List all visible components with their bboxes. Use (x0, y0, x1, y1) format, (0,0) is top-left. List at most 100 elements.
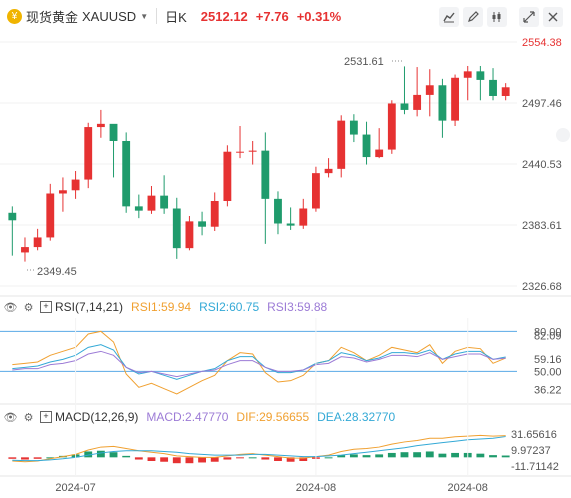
macd-histogram-bar (96, 450, 105, 458)
candle-body (274, 198, 282, 224)
candle-body (489, 79, 497, 96)
candle-body (134, 206, 143, 211)
candle-body (425, 85, 434, 95)
macd-histogram-bar (501, 455, 510, 458)
rsi2-line (12, 344, 506, 380)
collapse-icon[interactable]: + (40, 301, 52, 313)
candle-body (147, 195, 156, 211)
indicator-settings-icon[interactable] (487, 7, 507, 27)
macd-histogram-bar (476, 453, 485, 458)
macd-histogram-bar (451, 452, 459, 458)
macd-histogram-bar (223, 457, 232, 460)
macd-tick-label: -11.71142 (511, 461, 559, 473)
fullscreen-icon[interactable] (519, 7, 539, 27)
macd-histogram-bar (362, 455, 371, 458)
candle-body (185, 221, 194, 249)
candle-body (96, 123, 105, 128)
macd-histogram-bar (84, 451, 93, 458)
price-tick-label: 2326.68 (522, 281, 562, 293)
candle-body (312, 173, 320, 209)
period-selector[interactable]: 日K (165, 9, 187, 25)
candle-body (438, 85, 447, 121)
macd-histogram-bar (160, 457, 169, 462)
candle-body (324, 168, 333, 174)
candlestick-series (8, 65, 510, 262)
collapse-icon[interactable]: + (40, 411, 52, 423)
macd-tick-label: 9.97237 (511, 445, 551, 457)
candle-body (59, 190, 67, 194)
close-icon[interactable] (543, 7, 563, 27)
rsi-tick-label: 36.22 (534, 385, 562, 397)
macd-label: MACD(12,26,9) (55, 410, 139, 424)
price-tick-label: 2383.61 (522, 220, 562, 232)
chart-type-icon[interactable] (439, 7, 459, 27)
chevron-down-icon[interactable]: ▼ (140, 11, 149, 21)
candle-body (8, 212, 17, 221)
gold-coin-icon: ¥ (7, 8, 22, 24)
x-tick-label: 2024-08 (448, 482, 488, 494)
candle-body (21, 247, 29, 253)
quote-header: ¥ 现货黄金 XAUUSD ▼ 日K 2512.12 +7.76 +0.31% (0, 0, 571, 32)
candle-body (223, 151, 232, 202)
rsi-legend: 👁 ⚙ + RSI(7,14,21) RSI1:59.94 RSI2:60.75… (3, 300, 328, 314)
macd-histogram-bar (172, 457, 181, 464)
macd-histogram-bar (400, 452, 409, 458)
candle-body (109, 123, 118, 141)
macd-histogram-bar (8, 457, 17, 459)
eye-icon[interactable]: 👁 (3, 411, 18, 424)
candle-body (349, 120, 358, 135)
price-axis: 2554.38 2497.46 2440.53 2383.61 2326.68 (522, 37, 562, 293)
dif-value: DIF:29.56655 (236, 410, 310, 424)
x-tick-label: 2024-08 (296, 482, 336, 494)
candle-body (84, 127, 93, 180)
settings-icon[interactable]: ⚙ (23, 411, 34, 424)
price-change: +7.76 (255, 8, 289, 24)
candle-body (122, 140, 131, 207)
symbol-name: 现货黄金 (26, 9, 79, 25)
candle-body (261, 150, 270, 199)
macd-histogram-bar (489, 455, 497, 458)
rsi1-value: RSI1:59.94 (131, 300, 192, 314)
macd-tick-label: 31.65616 (511, 429, 557, 441)
macd-histogram-bar (122, 455, 131, 458)
rsi1-line (12, 330, 506, 395)
toolbar (435, 7, 563, 27)
rsi2-value: RSI2:60.75 (199, 300, 260, 314)
macd-histogram-bar (261, 457, 270, 460)
candle-body (248, 150, 257, 152)
settings-gear-background[interactable] (556, 128, 570, 142)
candle-body (33, 237, 42, 248)
dea-value: DEA:28.32770 (317, 410, 396, 424)
price-tick-label: 2497.46 (522, 98, 562, 110)
candle-body (400, 103, 409, 110)
price-change-percent: +0.31% (296, 8, 342, 24)
macd-histogram-bar (185, 457, 194, 464)
symbol-selector[interactable]: XAUUSD (82, 8, 137, 24)
candle-body (299, 208, 308, 226)
macd-histogram-bar (236, 457, 244, 459)
macd-histogram-bar (210, 457, 219, 462)
price-tick-label: 2440.53 (522, 159, 562, 171)
candle-body (286, 223, 295, 226)
candle-body (172, 208, 181, 249)
macd-histogram-bar (274, 457, 282, 461)
candle-body (413, 94, 422, 110)
candle-body (387, 103, 396, 150)
candle-body (71, 179, 80, 191)
candle-body (198, 221, 206, 227)
settings-icon[interactable]: ⚙ (23, 301, 34, 314)
candle-body (46, 193, 55, 238)
macd-histogram-bar (33, 457, 42, 459)
macd-histogram-bar (286, 457, 295, 462)
macd-histogram-bar (438, 453, 447, 458)
macd-histogram-bar (147, 457, 156, 461)
divider (156, 8, 158, 24)
macd-histogram-bar (337, 455, 346, 458)
macd-histogram-bar (387, 452, 396, 458)
macd-histogram-bar (21, 457, 29, 460)
macd-histogram-bar (248, 457, 257, 459)
candle-body (236, 151, 244, 153)
draw-pen-icon[interactable] (463, 7, 483, 27)
eye-icon[interactable]: 👁 (3, 301, 18, 314)
